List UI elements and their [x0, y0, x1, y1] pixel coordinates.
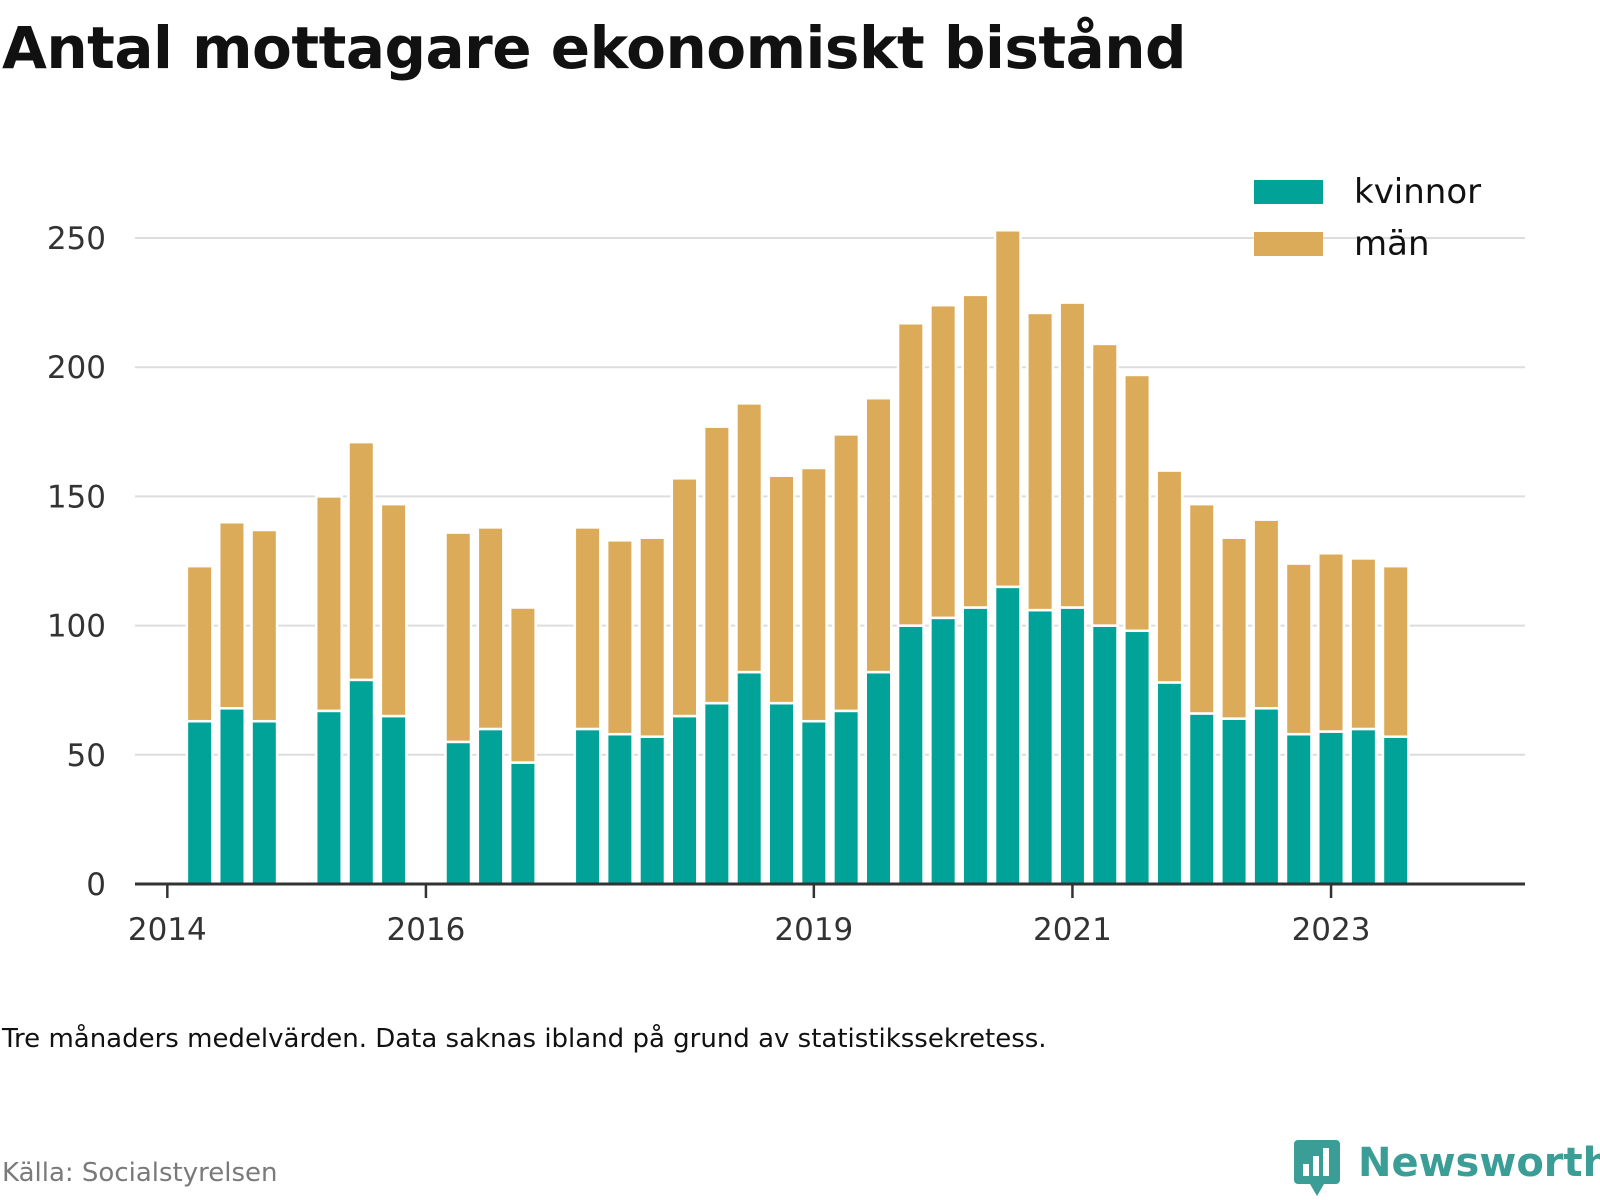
source-credit: Källa: Socialstyrelsen [2, 1158, 278, 1188]
bar-män [1349, 557, 1378, 731]
bar-kvinnor [864, 670, 893, 886]
bar-kvinnor [217, 707, 246, 886]
bar-män [379, 502, 408, 718]
bar-kvinnor [1349, 727, 1378, 886]
bar-män [217, 520, 246, 710]
bar-män [1187, 502, 1216, 715]
bar-män [1317, 551, 1346, 733]
bar-kvinnor [444, 740, 473, 886]
bar-män [1220, 536, 1249, 720]
bar-män [1026, 311, 1055, 612]
bar-kvinnor [1252, 707, 1281, 886]
bar-kvinnor [929, 616, 958, 886]
brand-name: Newsworthy [1358, 1140, 1600, 1186]
bar-kvinnor [799, 719, 828, 886]
bar-kvinnor [1284, 732, 1313, 886]
bar-män [799, 466, 828, 723]
page-title: Antal mottagare ekonomiskt bistånd [2, 14, 1187, 82]
x-tick-label: 2019 [774, 912, 853, 948]
bar-män [832, 433, 861, 713]
bar-kvinnor [185, 719, 214, 886]
legend-label-män: män [1354, 224, 1430, 264]
bar-kvinnor [1090, 624, 1119, 886]
bar-kvinnor [476, 727, 505, 886]
bar-kvinnor [993, 585, 1022, 886]
bar-kvinnor [896, 624, 925, 886]
bar-kvinnor [735, 670, 764, 886]
bar-män [508, 606, 537, 764]
bar-kvinnor [1123, 629, 1152, 886]
brand-logo[interactable]: Newsworthy [1294, 1140, 1600, 1200]
bar-kvinnor [508, 761, 537, 886]
bar-män [476, 526, 505, 731]
bar-kvinnor [250, 719, 279, 886]
bar-kvinnor [702, 701, 731, 886]
legend-label-kvinnor: kvinnor [1354, 172, 1481, 212]
bar-kvinnor [1026, 608, 1055, 886]
bar-kvinnor [1317, 730, 1346, 886]
bar-män [185, 564, 214, 723]
bar-kvinnor [961, 606, 990, 886]
x-tick-label: 2021 [1033, 912, 1112, 948]
y-tick-label: 0 [86, 867, 106, 903]
bar-män [993, 228, 1022, 589]
bar-män [314, 495, 343, 713]
bar-män [702, 425, 731, 705]
bar-män [444, 531, 473, 744]
bar-kvinnor [573, 727, 602, 886]
bar-män [605, 539, 634, 736]
bar-män [670, 477, 699, 718]
bar-kvinnor [605, 732, 634, 886]
bar-kvinnor [347, 678, 376, 886]
y-tick-label: 150 [47, 479, 106, 515]
legend-swatch-män [1254, 232, 1323, 256]
stacked-bar-chart: 0 50 100 150 200 250 2014 2016 2019 2021 2023 kvinn… [47, 172, 1525, 948]
bar-kvinnor [638, 735, 667, 886]
bar-kvinnor [379, 714, 408, 886]
legend-swatch-kvinnor [1254, 180, 1323, 204]
bar-kvinnor [832, 709, 861, 886]
bar-kvinnor [1220, 717, 1249, 886]
bar-män [961, 293, 990, 609]
chart-note: Tre månaders medelvärden. Data saknas ib… [2, 1024, 1047, 1054]
bar-män [638, 536, 667, 738]
newsworthy-logo-icon [1294, 1140, 1340, 1196]
x-tick-label: 2014 [128, 912, 207, 948]
y-tick-label: 50 [67, 738, 106, 774]
bar-män [864, 396, 893, 674]
bar-män [347, 440, 376, 682]
bar-män [1252, 518, 1281, 710]
bar-män [1058, 301, 1087, 609]
bar-män [1090, 342, 1119, 627]
bar-kvinnor [1155, 681, 1184, 886]
y-tick-label: 250 [47, 221, 106, 257]
bar-kvinnor [670, 714, 699, 886]
bar-män [929, 303, 958, 620]
x-tick-label: 2016 [386, 912, 465, 948]
bar-män [1155, 469, 1184, 684]
bar-kvinnor [1381, 735, 1410, 886]
bar-kvinnor [314, 709, 343, 886]
y-tick-label: 100 [47, 609, 106, 645]
bar-män [1284, 562, 1313, 736]
x-tick-label: 2023 [1292, 912, 1371, 948]
bar-män [1123, 373, 1152, 633]
bar-män [896, 322, 925, 627]
bar-kvinnor [1058, 606, 1087, 886]
bar-män [573, 526, 602, 731]
bar-män [767, 474, 796, 705]
bar-män [735, 402, 764, 674]
bar-män [1381, 564, 1410, 738]
bar-män [250, 528, 279, 723]
bar-kvinnor [767, 701, 796, 886]
y-tick-label: 200 [47, 350, 106, 386]
bar-kvinnor [1187, 712, 1216, 886]
